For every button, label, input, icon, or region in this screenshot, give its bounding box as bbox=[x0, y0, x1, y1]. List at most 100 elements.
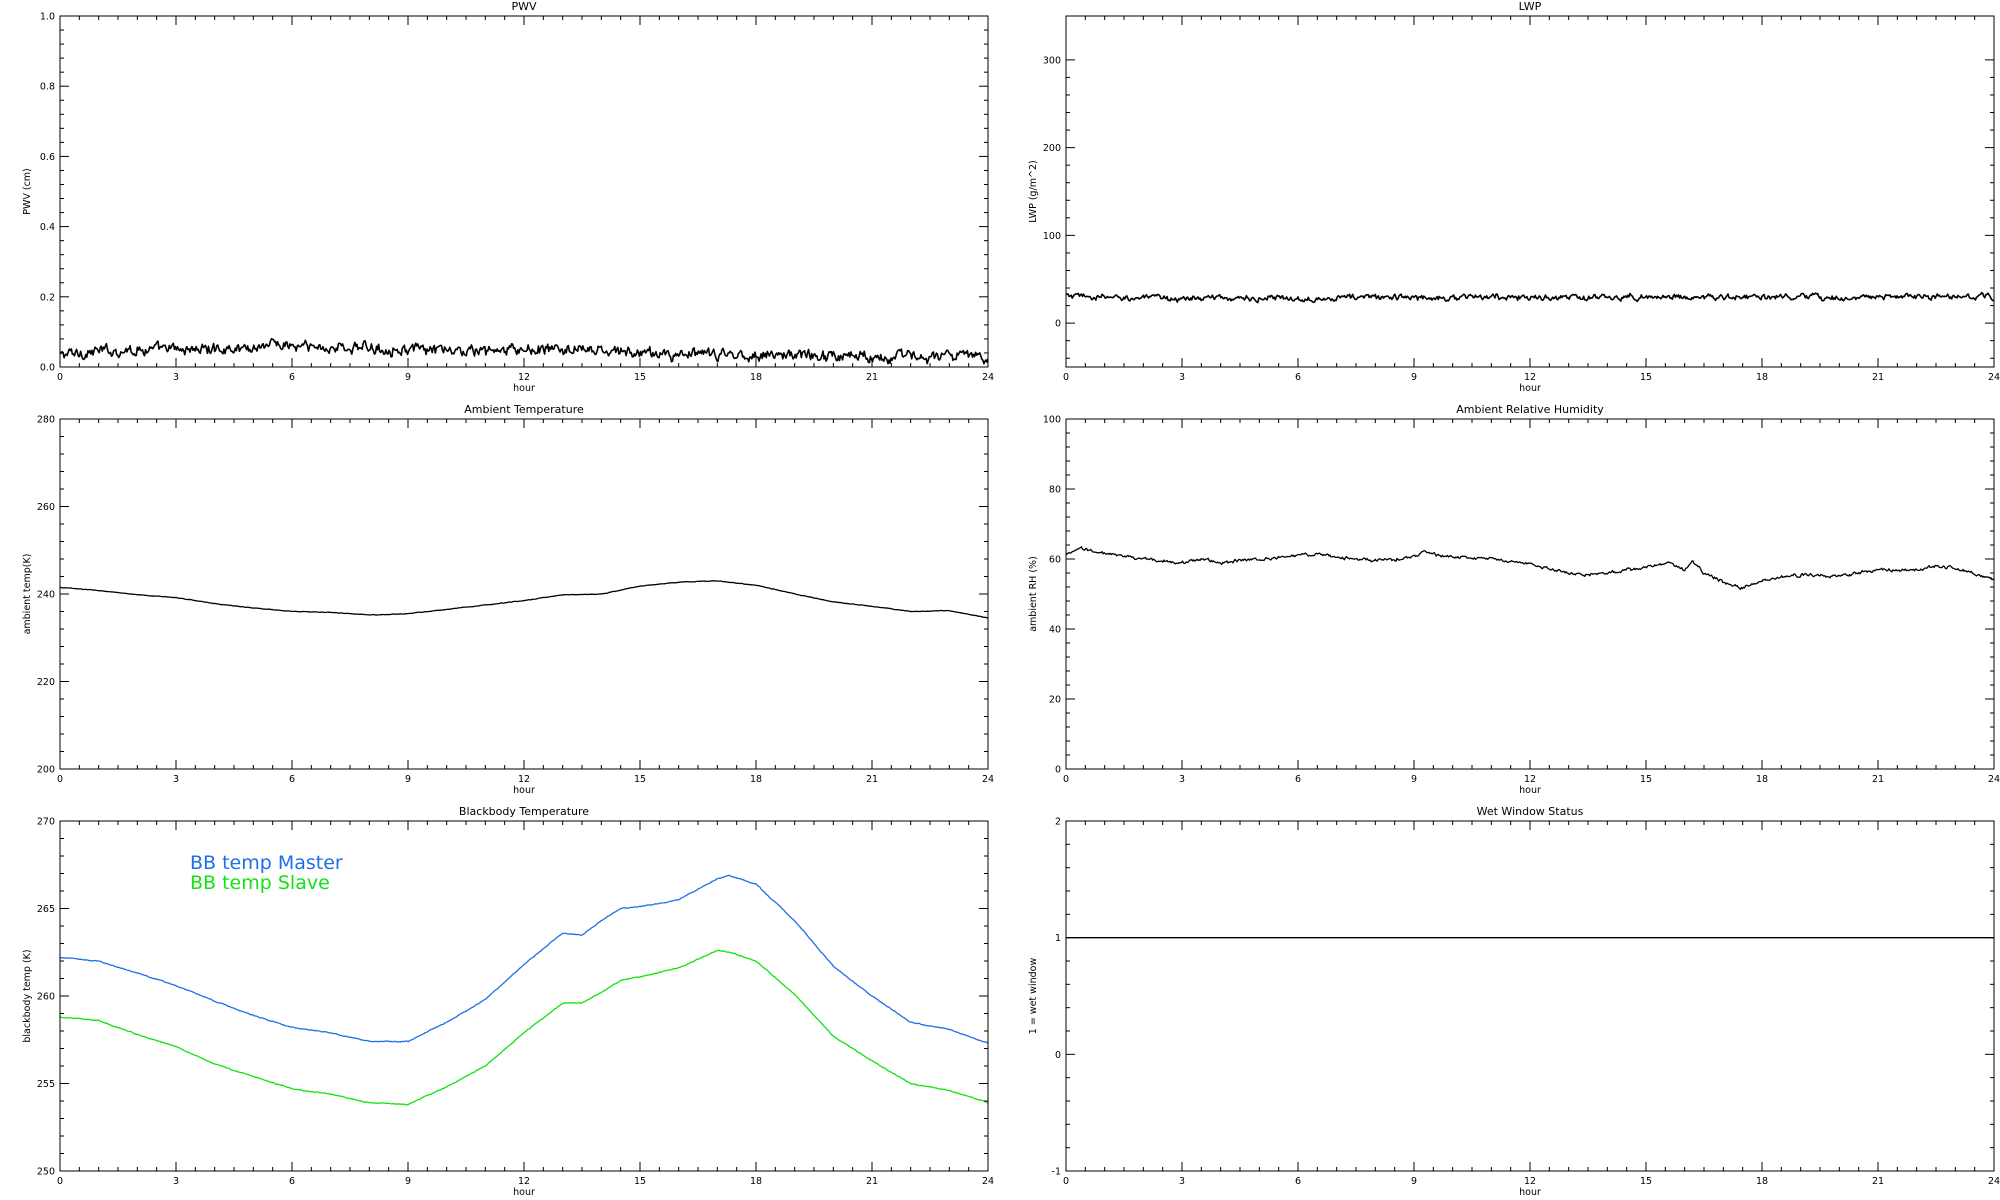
plot-frame bbox=[59, 418, 989, 770]
y-tick-label: 40 bbox=[1049, 625, 1061, 636]
x-tick-label: 15 bbox=[1640, 774, 1652, 785]
y-tick-label: 220 bbox=[37, 677, 55, 688]
x-tick-label: 3 bbox=[173, 774, 179, 785]
x-tick-label: 12 bbox=[1524, 774, 1536, 785]
x-tick-label: 0 bbox=[1063, 372, 1069, 383]
y-tick-label: 280 bbox=[37, 415, 55, 426]
y-axis-label: PWV (cm) bbox=[22, 168, 33, 215]
y-tick-label: 260 bbox=[37, 502, 55, 513]
x-tick-label: 24 bbox=[982, 774, 994, 785]
x-tick-label: 9 bbox=[405, 774, 411, 785]
x-tick-label: 6 bbox=[289, 372, 295, 383]
series-line-1 bbox=[60, 338, 988, 365]
x-tick-label: 0 bbox=[57, 1176, 63, 1187]
x-tick-label: 12 bbox=[518, 372, 530, 383]
x-axis-label: hour bbox=[1519, 383, 1541, 394]
x-tick-label: 9 bbox=[1411, 372, 1417, 383]
chart-panel-1: PWV 0 3 6 9 12 15 18 21 24 0.0 0.2 0.4 0.6 0.8 1.0 hour P… bbox=[22, 0, 994, 394]
x-tick-label: 3 bbox=[173, 372, 179, 383]
chart-title: Wet Window Status bbox=[1477, 805, 1584, 818]
x-tick-label: 9 bbox=[405, 1176, 411, 1187]
chart-panel-2: LWP 0 3 6 9 12 15 18 21 24 0 100 200 300 hour LWP (g/m^… bbox=[1028, 0, 2000, 394]
x-tick-label: 24 bbox=[1988, 1176, 2000, 1187]
x-tick-label: 21 bbox=[1872, 774, 1884, 785]
y-axis-label: LWP (g/m^2) bbox=[1028, 160, 1039, 222]
x-tick-label: 15 bbox=[634, 1176, 646, 1187]
x-tick-label: 24 bbox=[1988, 372, 2000, 383]
x-tick-label: 3 bbox=[173, 1176, 179, 1187]
x-tick-label: 21 bbox=[866, 1176, 878, 1187]
x-tick-label: 6 bbox=[1295, 774, 1301, 785]
series-line-1 bbox=[60, 580, 988, 619]
chart-panel-5: Blackbody Temperature 0 3 6 9 12 15 18 21 24 250 25… bbox=[22, 805, 994, 1198]
x-axis-label: hour bbox=[513, 383, 535, 394]
chart-title: Blackbody Temperature bbox=[459, 805, 589, 818]
x-tick-label: 24 bbox=[982, 372, 994, 383]
x-tick-label: 15 bbox=[634, 372, 646, 383]
y-tick-label: 255 bbox=[37, 1079, 55, 1090]
x-tick-label: 12 bbox=[1524, 372, 1536, 383]
y-tick-label: 0.0 bbox=[40, 363, 55, 374]
y-tick-label: 20 bbox=[1049, 695, 1061, 706]
x-tick-label: 18 bbox=[1756, 774, 1768, 785]
y-tick-label: 240 bbox=[37, 590, 55, 601]
x-tick-label: 6 bbox=[1295, 372, 1301, 383]
x-tick-label: 15 bbox=[634, 774, 646, 785]
chart-title: LWP bbox=[1519, 0, 1542, 13]
y-tick-label: 0.6 bbox=[40, 152, 55, 163]
y-tick-label: 300 bbox=[1043, 55, 1061, 66]
y-tick-label: 260 bbox=[37, 992, 55, 1003]
chart-title: Ambient Temperature bbox=[464, 403, 584, 416]
x-axis-label: hour bbox=[1519, 785, 1541, 796]
y-tick-label: 100 bbox=[1043, 415, 1061, 426]
y-tick-label: 0 bbox=[1055, 319, 1061, 330]
x-tick-label: 0 bbox=[57, 774, 63, 785]
x-tick-label: 12 bbox=[518, 774, 530, 785]
series-line-2 bbox=[60, 949, 988, 1106]
y-tick-label: 1.0 bbox=[40, 12, 55, 23]
x-tick-label: 9 bbox=[1411, 1176, 1417, 1187]
y-axis-label: ambient RH (%) bbox=[1028, 556, 1039, 632]
x-tick-label: 0 bbox=[1063, 774, 1069, 785]
x-tick-label: 21 bbox=[1872, 372, 1884, 383]
chart-title: Ambient Relative Humidity bbox=[1456, 403, 1604, 416]
y-tick-label: 200 bbox=[37, 765, 55, 776]
y-tick-label: 100 bbox=[1043, 231, 1061, 242]
x-tick-label: 6 bbox=[289, 774, 295, 785]
chart-panel-4: Ambient Relative Humidity 0 3 6 9 12 15 18 21 24 0… bbox=[1028, 403, 2000, 796]
x-tick-label: 15 bbox=[1640, 1176, 1652, 1187]
y-tick-label: 0.4 bbox=[40, 222, 55, 233]
x-tick-label: 9 bbox=[1411, 774, 1417, 785]
x-tick-label: 18 bbox=[1756, 1176, 1768, 1187]
y-tick-label: 2 bbox=[1055, 817, 1061, 828]
legend-entry-2: BB temp Slave bbox=[190, 872, 330, 894]
y-tick-label: 200 bbox=[1043, 143, 1061, 154]
y-tick-label: 0.8 bbox=[40, 82, 55, 93]
x-tick-label: 24 bbox=[982, 1176, 994, 1187]
series-line-1 bbox=[1066, 546, 1994, 591]
x-tick-label: 24 bbox=[1988, 774, 2000, 785]
x-axis-label: hour bbox=[513, 785, 535, 796]
plot-frame bbox=[1065, 820, 1995, 1172]
x-tick-label: 6 bbox=[289, 1176, 295, 1187]
x-tick-label: 21 bbox=[1872, 1176, 1884, 1187]
x-tick-label: 0 bbox=[1063, 1176, 1069, 1187]
x-tick-label: 18 bbox=[750, 1176, 762, 1187]
x-tick-label: 12 bbox=[1524, 1176, 1536, 1187]
x-tick-label: 9 bbox=[405, 372, 411, 383]
x-tick-label: 15 bbox=[1640, 372, 1652, 383]
plot-frame bbox=[1065, 418, 1995, 770]
x-tick-label: 3 bbox=[1179, 774, 1185, 785]
y-tick-label: 270 bbox=[37, 817, 55, 828]
y-tick-label: 60 bbox=[1049, 555, 1061, 566]
x-tick-label: 3 bbox=[1179, 1176, 1185, 1187]
series-line-1 bbox=[60, 874, 988, 1044]
y-tick-label: 0.2 bbox=[40, 292, 55, 303]
plot-frame bbox=[1065, 15, 1995, 368]
y-tick-label: 1 bbox=[1055, 933, 1061, 944]
y-tick-label: 0 bbox=[1055, 1050, 1061, 1061]
x-tick-label: 3 bbox=[1179, 372, 1185, 383]
y-tick-label: 0 bbox=[1055, 765, 1061, 776]
